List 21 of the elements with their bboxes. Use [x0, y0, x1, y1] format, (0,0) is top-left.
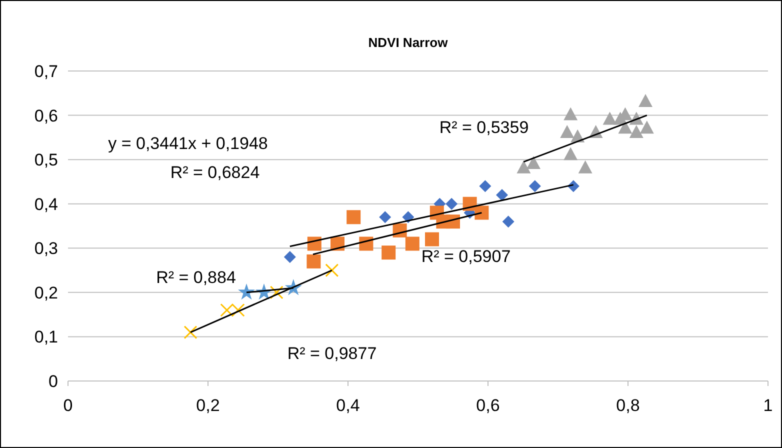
x-tick-label: 1: [763, 396, 773, 415]
y-tick-label: 0,4: [34, 194, 58, 214]
y-tick-label: 0: [48, 372, 58, 391]
y-tick-label: 0,1: [34, 328, 58, 347]
annotation: R² = 0,884: [156, 268, 236, 287]
annotation: R² = 0,5359: [439, 118, 529, 137]
y-tick-label: 0,2: [34, 283, 58, 302]
x-tick-label: 0: [63, 396, 73, 415]
y-tick-label: 0,5: [34, 150, 58, 170]
x-tick-label: 0,8: [616, 396, 640, 415]
annotation: R² = 0,5907: [421, 247, 511, 266]
x-tick-label: 0,2: [196, 396, 220, 415]
annotation: y = 0,3441x + 0,1948: [108, 134, 268, 153]
annotation: R² = 0,9877: [287, 344, 377, 363]
y-tick-label: 0,3: [34, 239, 58, 258]
x-tick-label: 0,6: [476, 396, 500, 415]
y-tick-label: 0,7: [34, 62, 58, 81]
chart-title: NDVI Narrow: [368, 35, 449, 50]
annotation: R² = 0,6824: [170, 163, 260, 182]
y-tick-label: 0,6: [34, 106, 58, 126]
x-tick-label: 0,4: [336, 396, 360, 415]
